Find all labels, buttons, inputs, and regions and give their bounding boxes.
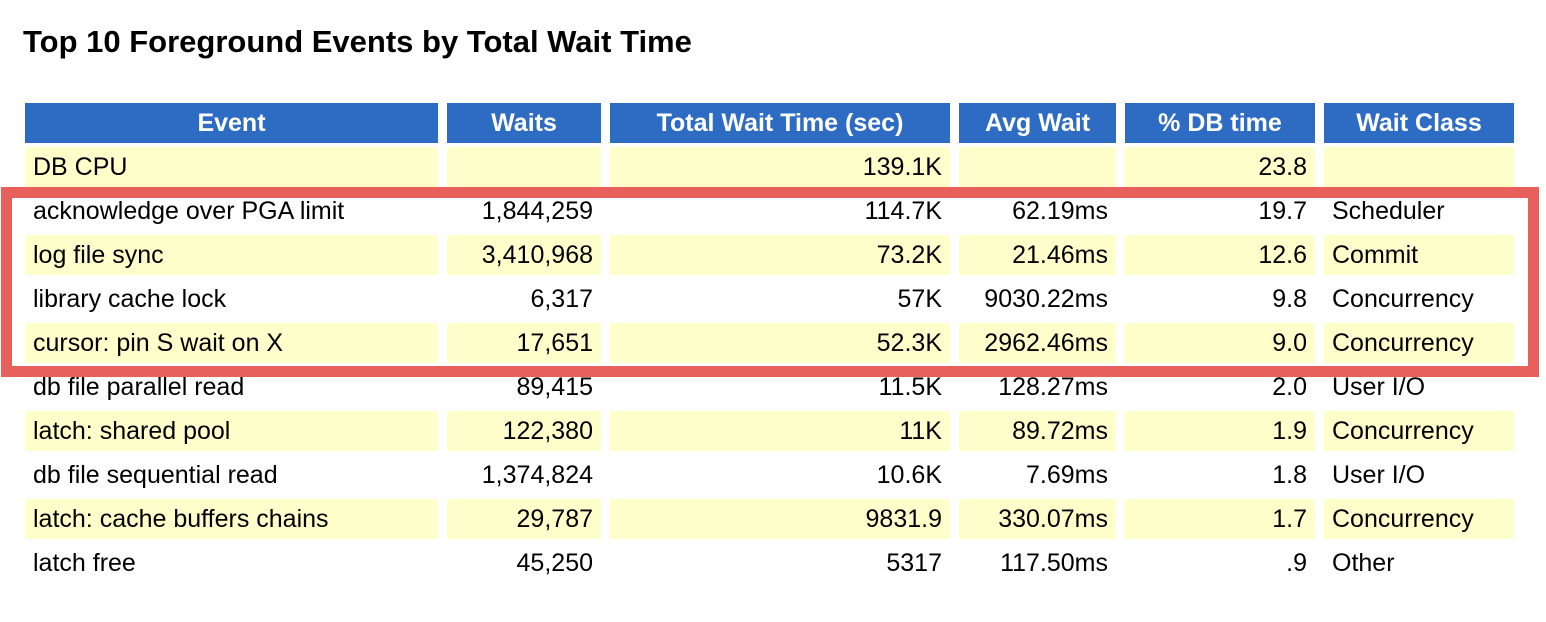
header-row: Event Waits Total Wait Time (sec) Avg Wa… xyxy=(25,103,1514,143)
column-header-avg-wait: Avg Wait xyxy=(959,103,1116,143)
table-row: latch: cache buffers chains 29,787 9831.9 3… xyxy=(25,499,1514,539)
column-header-wait-class: Wait Class xyxy=(1324,103,1514,143)
cell-waits: 29,787 xyxy=(447,499,601,539)
cell-avg_wait: 2962.46ms xyxy=(959,323,1116,363)
cell-event: latch free xyxy=(25,543,438,583)
cell-waits: 1,374,824 xyxy=(447,455,601,495)
cell-total_wait_time_sec: 9831.9 xyxy=(610,499,950,539)
cell-total_wait_time_sec: 52.3K xyxy=(610,323,950,363)
cell-avg_wait: 117.50ms xyxy=(959,543,1116,583)
cell-event: latch: cache buffers chains xyxy=(25,499,438,539)
column-header-pct-db-time: % DB time xyxy=(1125,103,1315,143)
table-row: library cache lock 6,317 57K 9030.22ms 9.8 Co… xyxy=(25,279,1514,319)
table-body: DB CPU 139.1K 23.8 acknowledge over PGA lim… xyxy=(25,147,1514,583)
cell-total_wait_time_sec: 10.6K xyxy=(610,455,950,495)
cell-waits: 89,415 xyxy=(447,367,601,407)
cell-avg_wait: 330.07ms xyxy=(959,499,1116,539)
column-header-waits: Waits xyxy=(447,103,601,143)
cell-avg_wait xyxy=(959,147,1116,187)
column-header-event: Event xyxy=(25,103,438,143)
column-header-total-wait-time: Total Wait Time (sec) xyxy=(610,103,950,143)
cell-avg_wait: 7.69ms xyxy=(959,455,1116,495)
cell-pct_db_time: 9.0 xyxy=(1125,323,1315,363)
cell-avg_wait: 128.27ms xyxy=(959,367,1116,407)
cell-wait_class: Commit xyxy=(1324,235,1514,275)
cell-total_wait_time_sec: 11.5K xyxy=(610,367,950,407)
cell-event: latch: shared pool xyxy=(25,411,438,451)
cell-total_wait_time_sec: 73.2K xyxy=(610,235,950,275)
table-row: db file parallel read 89,415 11.5K 128.27ms… xyxy=(25,367,1514,407)
cell-waits: 6,317 xyxy=(447,279,601,319)
cell-event: db file parallel read xyxy=(25,367,438,407)
cell-waits: 1,844,259 xyxy=(447,191,601,231)
cell-pct_db_time: 19.7 xyxy=(1125,191,1315,231)
events-table: Event Waits Total Wait Time (sec) Avg Wa… xyxy=(16,99,1523,587)
cell-total_wait_time_sec: 5317 xyxy=(610,543,950,583)
cell-waits xyxy=(447,147,601,187)
cell-pct_db_time: 12.6 xyxy=(1125,235,1315,275)
cell-wait_class: User I/O xyxy=(1324,455,1514,495)
table-row: acknowledge over PGA limit 1,844,259 114.7… xyxy=(25,191,1514,231)
cell-pct_db_time: 1.7 xyxy=(1125,499,1315,539)
table-row: latch free 45,250 5317 117.50ms .9 Other xyxy=(25,543,1514,583)
cell-pct_db_time: 1.9 xyxy=(1125,411,1315,451)
cell-wait_class: Concurrency xyxy=(1324,499,1514,539)
cell-event: DB CPU xyxy=(25,147,438,187)
cell-avg_wait: 89.72ms xyxy=(959,411,1116,451)
cell-pct_db_time: 1.8 xyxy=(1125,455,1315,495)
cell-avg_wait: 62.19ms xyxy=(959,191,1116,231)
table-row: cursor: pin S wait on X 17,651 52.3K 2962.4… xyxy=(25,323,1514,363)
cell-waits: 122,380 xyxy=(447,411,601,451)
cell-wait_class: User I/O xyxy=(1324,367,1514,407)
cell-event: db file sequential read xyxy=(25,455,438,495)
cell-event: cursor: pin S wait on X xyxy=(25,323,438,363)
table-row: latch: shared pool 122,380 11K 89.72ms 1.9 Co… xyxy=(25,411,1514,451)
cell-pct_db_time: 9.8 xyxy=(1125,279,1315,319)
cell-pct_db_time: .9 xyxy=(1125,543,1315,583)
table-row: DB CPU 139.1K 23.8 xyxy=(25,147,1514,187)
cell-waits: 3,410,968 xyxy=(447,235,601,275)
cell-total_wait_time_sec: 139.1K xyxy=(610,147,950,187)
table-row: db file sequential read 1,374,824 10.6K 7.6… xyxy=(25,455,1514,495)
page-title: Top 10 Foreground Events by Total Wait T… xyxy=(23,24,692,59)
cell-waits: 17,651 xyxy=(447,323,601,363)
cell-wait_class: Other xyxy=(1324,543,1514,583)
table-row: log file sync 3,410,968 73.2K 21.46ms 12.6 Co… xyxy=(25,235,1514,275)
cell-pct_db_time: 2.0 xyxy=(1125,367,1315,407)
cell-total_wait_time_sec: 57K xyxy=(610,279,950,319)
cell-wait_class xyxy=(1324,147,1514,187)
cell-wait_class: Concurrency xyxy=(1324,411,1514,451)
cell-event: log file sync xyxy=(25,235,438,275)
cell-avg_wait: 21.46ms xyxy=(959,235,1116,275)
cell-total_wait_time_sec: 114.7K xyxy=(610,191,950,231)
cell-total_wait_time_sec: 11K xyxy=(610,411,950,451)
cell-wait_class: Concurrency xyxy=(1324,279,1514,319)
cell-event: acknowledge over PGA limit xyxy=(25,191,438,231)
cell-waits: 45,250 xyxy=(447,543,601,583)
cell-event: library cache lock xyxy=(25,279,438,319)
cell-wait_class: Scheduler xyxy=(1324,191,1514,231)
cell-pct_db_time: 23.8 xyxy=(1125,147,1315,187)
cell-wait_class: Concurrency xyxy=(1324,323,1514,363)
cell-avg_wait: 9030.22ms xyxy=(959,279,1116,319)
